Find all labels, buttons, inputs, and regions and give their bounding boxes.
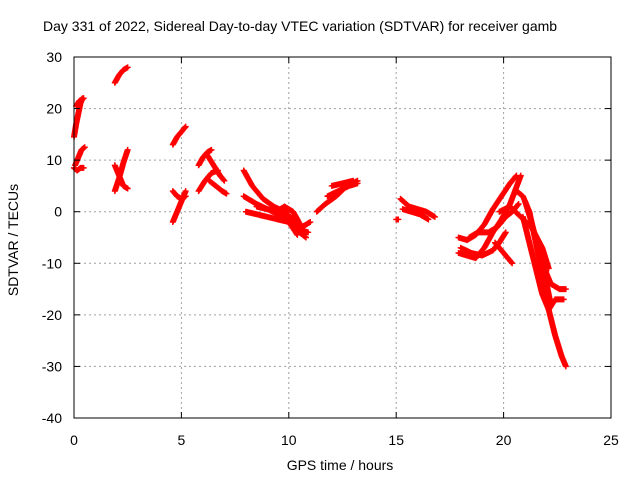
series-arc5 bbox=[111, 64, 131, 86]
y-tick-label: 30 bbox=[46, 49, 62, 65]
data-point bbox=[124, 64, 131, 71]
data-point bbox=[221, 177, 228, 184]
y-tick-label: 0 bbox=[54, 204, 62, 220]
series-arc10 bbox=[169, 188, 189, 202]
data-point bbox=[350, 177, 357, 184]
data-point bbox=[509, 260, 516, 267]
series-arc24 bbox=[399, 206, 432, 223]
data-point bbox=[182, 188, 189, 195]
data-point bbox=[354, 180, 361, 187]
data-point bbox=[425, 216, 432, 223]
chart-title: Day 331 of 2022, Sidereal Day-to-day VTE… bbox=[43, 18, 557, 34]
y-axis-label: SDTVAR / TECUs bbox=[5, 184, 21, 296]
data-point bbox=[223, 190, 230, 197]
data-point bbox=[124, 185, 131, 192]
x-tick-label: 10 bbox=[281, 432, 297, 448]
y-tick-label: -30 bbox=[42, 358, 62, 374]
x-axis-label: GPS time / hours bbox=[287, 457, 394, 473]
data-point bbox=[305, 229, 312, 236]
data-point bbox=[562, 363, 569, 370]
axis-ticks bbox=[73, 56, 612, 419]
series-arc14 bbox=[206, 177, 230, 197]
data-point bbox=[182, 193, 189, 200]
data-point bbox=[560, 296, 567, 303]
data-point bbox=[302, 234, 309, 241]
series-arc21 bbox=[328, 177, 357, 189]
data-point bbox=[124, 146, 131, 153]
series-arc8 bbox=[169, 123, 189, 148]
y-tick-label: 20 bbox=[46, 101, 62, 117]
series-arc34 bbox=[532, 234, 554, 308]
series-arc22 bbox=[393, 216, 402, 223]
data-point bbox=[220, 176, 227, 183]
data-point bbox=[294, 231, 301, 238]
data-point bbox=[181, 124, 188, 131]
data-point bbox=[515, 200, 522, 207]
data-point bbox=[502, 229, 509, 236]
x-tick-label: 0 bbox=[70, 432, 78, 448]
series-arc29 bbox=[492, 239, 516, 267]
data-point bbox=[431, 213, 438, 220]
data-point bbox=[80, 95, 87, 102]
data-point bbox=[307, 219, 314, 226]
data-point bbox=[514, 201, 521, 208]
y-tick-label: -20 bbox=[42, 307, 62, 323]
y-tick-label: -10 bbox=[42, 255, 62, 271]
series-arc3 bbox=[72, 144, 88, 169]
data-point bbox=[562, 286, 569, 293]
series-arc23 bbox=[397, 195, 438, 220]
data-point bbox=[81, 144, 88, 151]
data-point bbox=[208, 146, 215, 153]
plot-frame bbox=[73, 56, 612, 419]
series-arc7 bbox=[111, 146, 131, 195]
data-point bbox=[182, 123, 189, 130]
data-point bbox=[80, 164, 87, 171]
series-arc17 bbox=[242, 208, 301, 238]
x-tick-label: 5 bbox=[178, 432, 186, 448]
data-point bbox=[517, 172, 524, 179]
tick-labels: 0 5 10 15 20 25 -40 -30 -20 -10 0 10 20 30 bbox=[42, 49, 619, 448]
series-arc2 bbox=[71, 164, 87, 174]
data-point bbox=[547, 301, 554, 308]
x-tick-label: 20 bbox=[496, 432, 512, 448]
x-tick-label: 25 bbox=[603, 432, 619, 448]
y-tick-label: 10 bbox=[46, 152, 62, 168]
series-arc28 bbox=[466, 200, 522, 241]
series-arc32 bbox=[519, 213, 567, 313]
data-point bbox=[508, 259, 515, 266]
series-arc18 bbox=[253, 203, 314, 231]
data-point bbox=[302, 233, 309, 240]
series-arc4 bbox=[73, 95, 87, 109]
x-tick-label: 15 bbox=[388, 432, 404, 448]
data-points bbox=[71, 64, 569, 370]
series-arc13 bbox=[204, 151, 228, 184]
y-tick-label: -40 bbox=[42, 410, 62, 426]
series-arc20 bbox=[324, 180, 361, 200]
data-point bbox=[395, 216, 402, 223]
